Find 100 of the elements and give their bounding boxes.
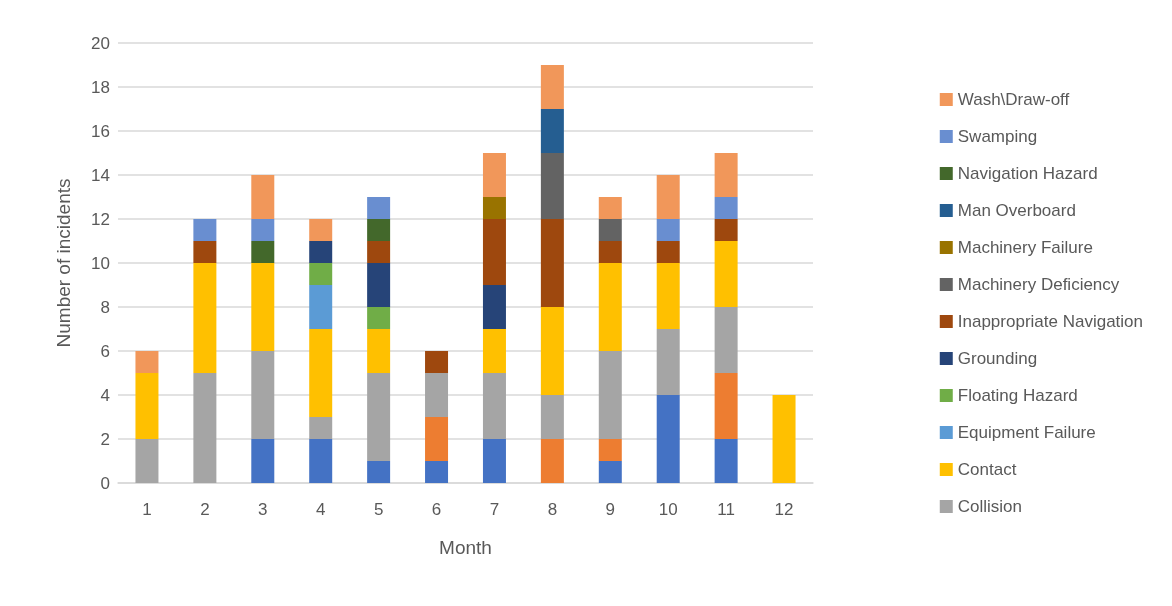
x-tick-label: 1 [142, 500, 152, 519]
y-tick-label: 4 [100, 385, 110, 405]
bar [251, 241, 275, 263]
bar [309, 439, 333, 483]
bar [309, 329, 333, 417]
bar [598, 461, 622, 483]
bar [367, 329, 391, 373]
bar [482, 439, 506, 483]
bar [598, 439, 622, 461]
x-tick-label: 11 [717, 500, 735, 519]
bar [135, 439, 159, 483]
bar [425, 461, 449, 483]
legend-label: Machinery Failure [957, 238, 1093, 257]
legend-label: Navigation Hazard [957, 164, 1098, 183]
bar [193, 219, 217, 241]
legend-label: Equipment Failure [957, 423, 1096, 442]
bar [135, 351, 159, 373]
bar [656, 395, 680, 483]
bar [425, 351, 449, 373]
y-tick-label: 0 [100, 473, 110, 493]
bar [540, 219, 564, 307]
bar [251, 175, 275, 219]
bar [309, 219, 333, 241]
bar [714, 153, 738, 197]
bar [309, 263, 333, 285]
bar [598, 241, 622, 263]
legend-label: Wash\Draw-off [957, 90, 1070, 109]
legend-label: Contact [957, 460, 1017, 479]
bar [482, 197, 506, 219]
bar [425, 417, 449, 461]
bar [309, 241, 333, 263]
x-tick-label: 3 [258, 500, 268, 519]
y-axis-title: Number of incidents [53, 178, 74, 348]
bar [714, 373, 738, 439]
x-tick-label: 6 [431, 500, 442, 519]
bar [251, 439, 275, 483]
bar [309, 285, 333, 329]
bar [367, 241, 391, 263]
x-tick-label: 8 [547, 500, 558, 519]
legend-label: Swamping [957, 127, 1038, 146]
legend-label: Collision [957, 497, 1023, 516]
bar [482, 329, 506, 373]
bar [309, 417, 333, 439]
bar [425, 373, 449, 417]
bar [367, 263, 391, 307]
bar [598, 263, 622, 351]
bar [540, 439, 564, 483]
x-tick-label: 9 [605, 500, 616, 519]
y-tick-label: 2 [100, 429, 110, 449]
legend-label: Floating Hazard [957, 386, 1078, 405]
x-tick-label: 2 [200, 500, 210, 519]
legend-label: Grounding [957, 349, 1038, 368]
y-tick-label: 18 [91, 77, 110, 97]
bar [482, 153, 506, 197]
bar [656, 329, 680, 395]
legend-label: Inappropriate Navigation [957, 312, 1143, 331]
bar [482, 219, 506, 285]
y-tick-label: 6 [100, 341, 110, 361]
bar [193, 373, 217, 483]
y-tick-label: 16 [91, 121, 110, 141]
bar [482, 285, 506, 329]
x-tick-label: 4 [315, 500, 326, 519]
bar [714, 241, 738, 307]
bar [598, 351, 622, 439]
x-tick-label: 5 [373, 500, 384, 519]
bar [251, 219, 275, 241]
bar [367, 461, 391, 483]
bar [598, 219, 622, 241]
bar [135, 373, 159, 439]
bar [540, 153, 564, 219]
bar [540, 109, 564, 153]
y-tick-label: 14 [91, 165, 110, 185]
bar [482, 373, 506, 439]
bar [193, 241, 217, 263]
bar [251, 351, 275, 439]
bar [193, 263, 217, 373]
bar [367, 307, 391, 329]
bar [714, 439, 738, 483]
x-tick-label: 10 [658, 500, 678, 519]
bar [540, 307, 564, 395]
bar [656, 175, 680, 219]
bar [714, 219, 738, 241]
y-tick-label: 10 [91, 253, 110, 273]
y-tick-label: 8 [100, 297, 110, 317]
bar [656, 219, 680, 241]
bar [714, 197, 738, 219]
x-tick-label: 7 [489, 500, 500, 519]
bar [656, 263, 680, 329]
bar [598, 197, 622, 219]
bar [251, 263, 275, 351]
bar [367, 373, 391, 461]
bar [367, 197, 391, 219]
bar [540, 395, 564, 439]
bar [367, 219, 391, 241]
y-tick-label: 12 [91, 209, 110, 229]
legend-label: Machinery Deficiency [957, 275, 1120, 294]
bar [772, 395, 796, 483]
legend-label: Man Overboard [957, 201, 1076, 220]
y-tick-label: 20 [91, 33, 110, 53]
bar [540, 65, 564, 109]
